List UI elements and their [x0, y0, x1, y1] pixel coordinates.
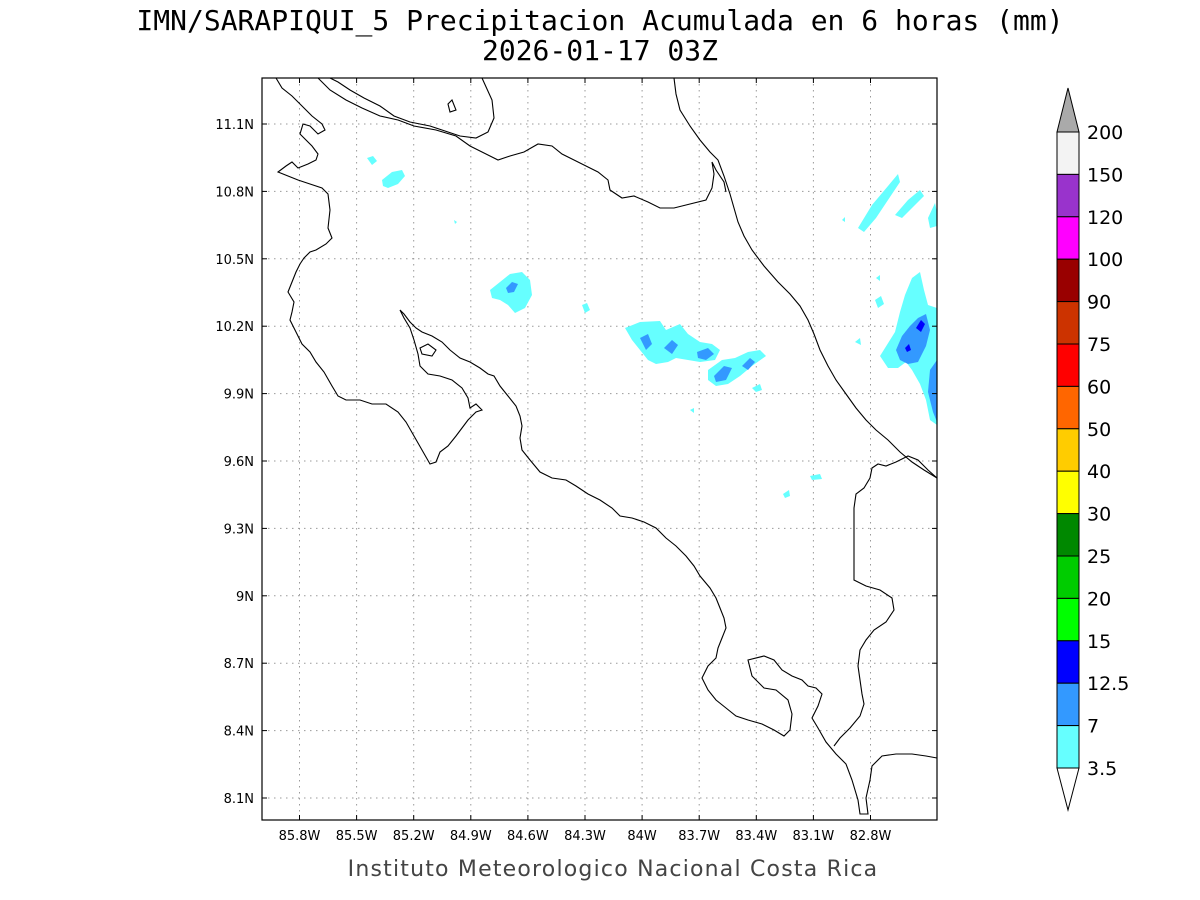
legend-level-label: 25: [1087, 546, 1111, 568]
precip-area-cyan: [582, 303, 590, 313]
legend-level-label: 30: [1087, 504, 1111, 526]
precip-area-darkblue: [905, 344, 911, 352]
precip-area-cyan: [783, 490, 790, 498]
lon-tick-label: 84.9W: [450, 829, 492, 844]
color-legend: 200 150 120 100 90 75 60 50 40 30 25 20 15 12.5 7 3.5: [1056, 87, 1129, 812]
lon-tick-label: 85.5W: [336, 829, 378, 844]
precip-area-blue: [714, 366, 732, 382]
lat-tick-label: 11.1N: [215, 118, 254, 133]
lat-tick-label: 10.2N: [215, 320, 254, 335]
precip-area-cyan: [895, 190, 924, 218]
lon-tick-label: 85.2W: [393, 829, 435, 844]
precip-area-darkblue: [916, 320, 925, 332]
lon-tick-label: 85.8W: [279, 829, 321, 844]
map-gridlines: [262, 78, 937, 820]
legend-level-label: 40: [1087, 461, 1111, 483]
precip-area-cyan: [855, 338, 861, 345]
map-datetime: 2026-01-17 03Z: [482, 34, 718, 67]
map-title: IMN/SARAPIQUI_5 Precipitacion Acumulada …: [136, 4, 1063, 38]
legend-color-box: [1056, 470, 1080, 515]
map-panel: [261, 77, 938, 821]
lat-tick-label: 9.3N: [224, 522, 254, 537]
legend-color-box: [1056, 343, 1080, 387]
lat-tick-label: 8.4N: [224, 725, 254, 740]
latitude-axis: 11.1N 10.8N 10.5N 10.2N 9.9N 9.6N 9.3N 9N 8.7N 8.…: [215, 118, 937, 807]
legend-level-label: 120: [1087, 207, 1123, 229]
precip-area-blue: [664, 340, 678, 354]
precip-area-blue: [506, 282, 518, 293]
precip-area-cyan: [367, 156, 377, 165]
legend-level-label: 7: [1087, 716, 1099, 738]
lat-tick-label: 9.9N: [224, 388, 254, 403]
caribbean-coast: [673, 77, 938, 479]
legend-level-label: 150: [1087, 164, 1123, 186]
legend-color-box: [1056, 682, 1080, 727]
lon-tick-label: 84.3W: [564, 829, 606, 844]
legend-level-label: 3.5: [1087, 758, 1117, 780]
legend-color-box: [1056, 131, 1080, 175]
legend-color-box: [1056, 555, 1080, 599]
precip-area-cyan: [454, 220, 457, 224]
lat-tick-label: 8.7N: [224, 657, 254, 672]
coastlines: [275, 77, 938, 815]
lat-tick-label: 9.6N: [224, 455, 254, 470]
lon-tick-label: 83.7W: [678, 829, 720, 844]
legend-level-label: 50: [1087, 419, 1111, 441]
precipitation-areas: [367, 156, 937, 498]
lat-tick-label: 10.8N: [215, 185, 254, 200]
legend-color-box: [1056, 173, 1080, 218]
lake-nicaragua-shore: [275, 77, 938, 815]
precip-area-cyan: [858, 174, 900, 232]
precip-area-cyan: [690, 408, 694, 413]
legend-level-label: 15: [1087, 631, 1111, 653]
lon-tick-label: 84.6W: [507, 829, 549, 844]
lake-island: [447, 99, 457, 113]
lon-tick-label: 84W: [627, 829, 657, 844]
precip-area-cyan: [810, 474, 822, 480]
longitude-axis: 85.8W 85.5W 85.2W 84.9W 84.6W 84.3W 84W 83.7W 83…: [279, 78, 892, 844]
map-frame: [261, 77, 938, 821]
precip-area-blue: [697, 348, 714, 360]
legend-bottom-arrow: [1056, 767, 1080, 812]
panama-border: [833, 455, 938, 747]
legend-level-label: 20: [1087, 588, 1111, 610]
precip-area-cyan: [842, 217, 845, 222]
legend-level-label: 90: [1087, 292, 1111, 314]
legend-color-box: [1056, 513, 1080, 557]
legend-color-box: [1056, 216, 1080, 260]
lat-tick-label: 9N: [236, 590, 254, 605]
precip-area-blue: [928, 360, 937, 422]
lake-nicaragua-shore: [329, 77, 495, 139]
precip-area-cyan: [752, 384, 762, 392]
legend-color-box: [1056, 428, 1080, 472]
legend-color-box: [1056, 301, 1080, 345]
lat-tick-label: 10.5N: [215, 253, 254, 268]
nicoya-island: [419, 343, 437, 357]
precip-area-blue: [640, 334, 652, 350]
legend-color-box: [1056, 725, 1080, 769]
legend-color-box: [1056, 258, 1080, 303]
precip-area-cyan: [875, 296, 884, 308]
legend-level-label: 60: [1087, 376, 1111, 398]
lon-tick-label: 83.1W: [792, 829, 834, 844]
legend-level-label: 100: [1087, 249, 1123, 271]
lon-tick-label: 83.4W: [735, 829, 777, 844]
lon-tick-label: 82.8W: [850, 829, 892, 844]
legend-color-box: [1056, 597, 1080, 642]
legend-color-box: [1056, 385, 1080, 430]
lake-nicaragua-north: [317, 77, 727, 209]
legend-top-arrow: [1056, 87, 1080, 133]
precip-area-cyan: [876, 275, 880, 281]
precip-area-cyan: [928, 203, 937, 228]
precip-area-blue: [742, 358, 755, 370]
legend-level-label: 200: [1087, 122, 1123, 144]
legend-level-label: 75: [1087, 334, 1111, 356]
precip-area-cyan: [382, 170, 405, 188]
legend-level-label: 12.5: [1087, 673, 1129, 695]
legend-color-box: [1056, 640, 1080, 684]
lat-tick-label: 8.1N: [224, 792, 254, 807]
footer-credit: Instituto Meteorologico Nacional Costa R…: [348, 857, 879, 882]
